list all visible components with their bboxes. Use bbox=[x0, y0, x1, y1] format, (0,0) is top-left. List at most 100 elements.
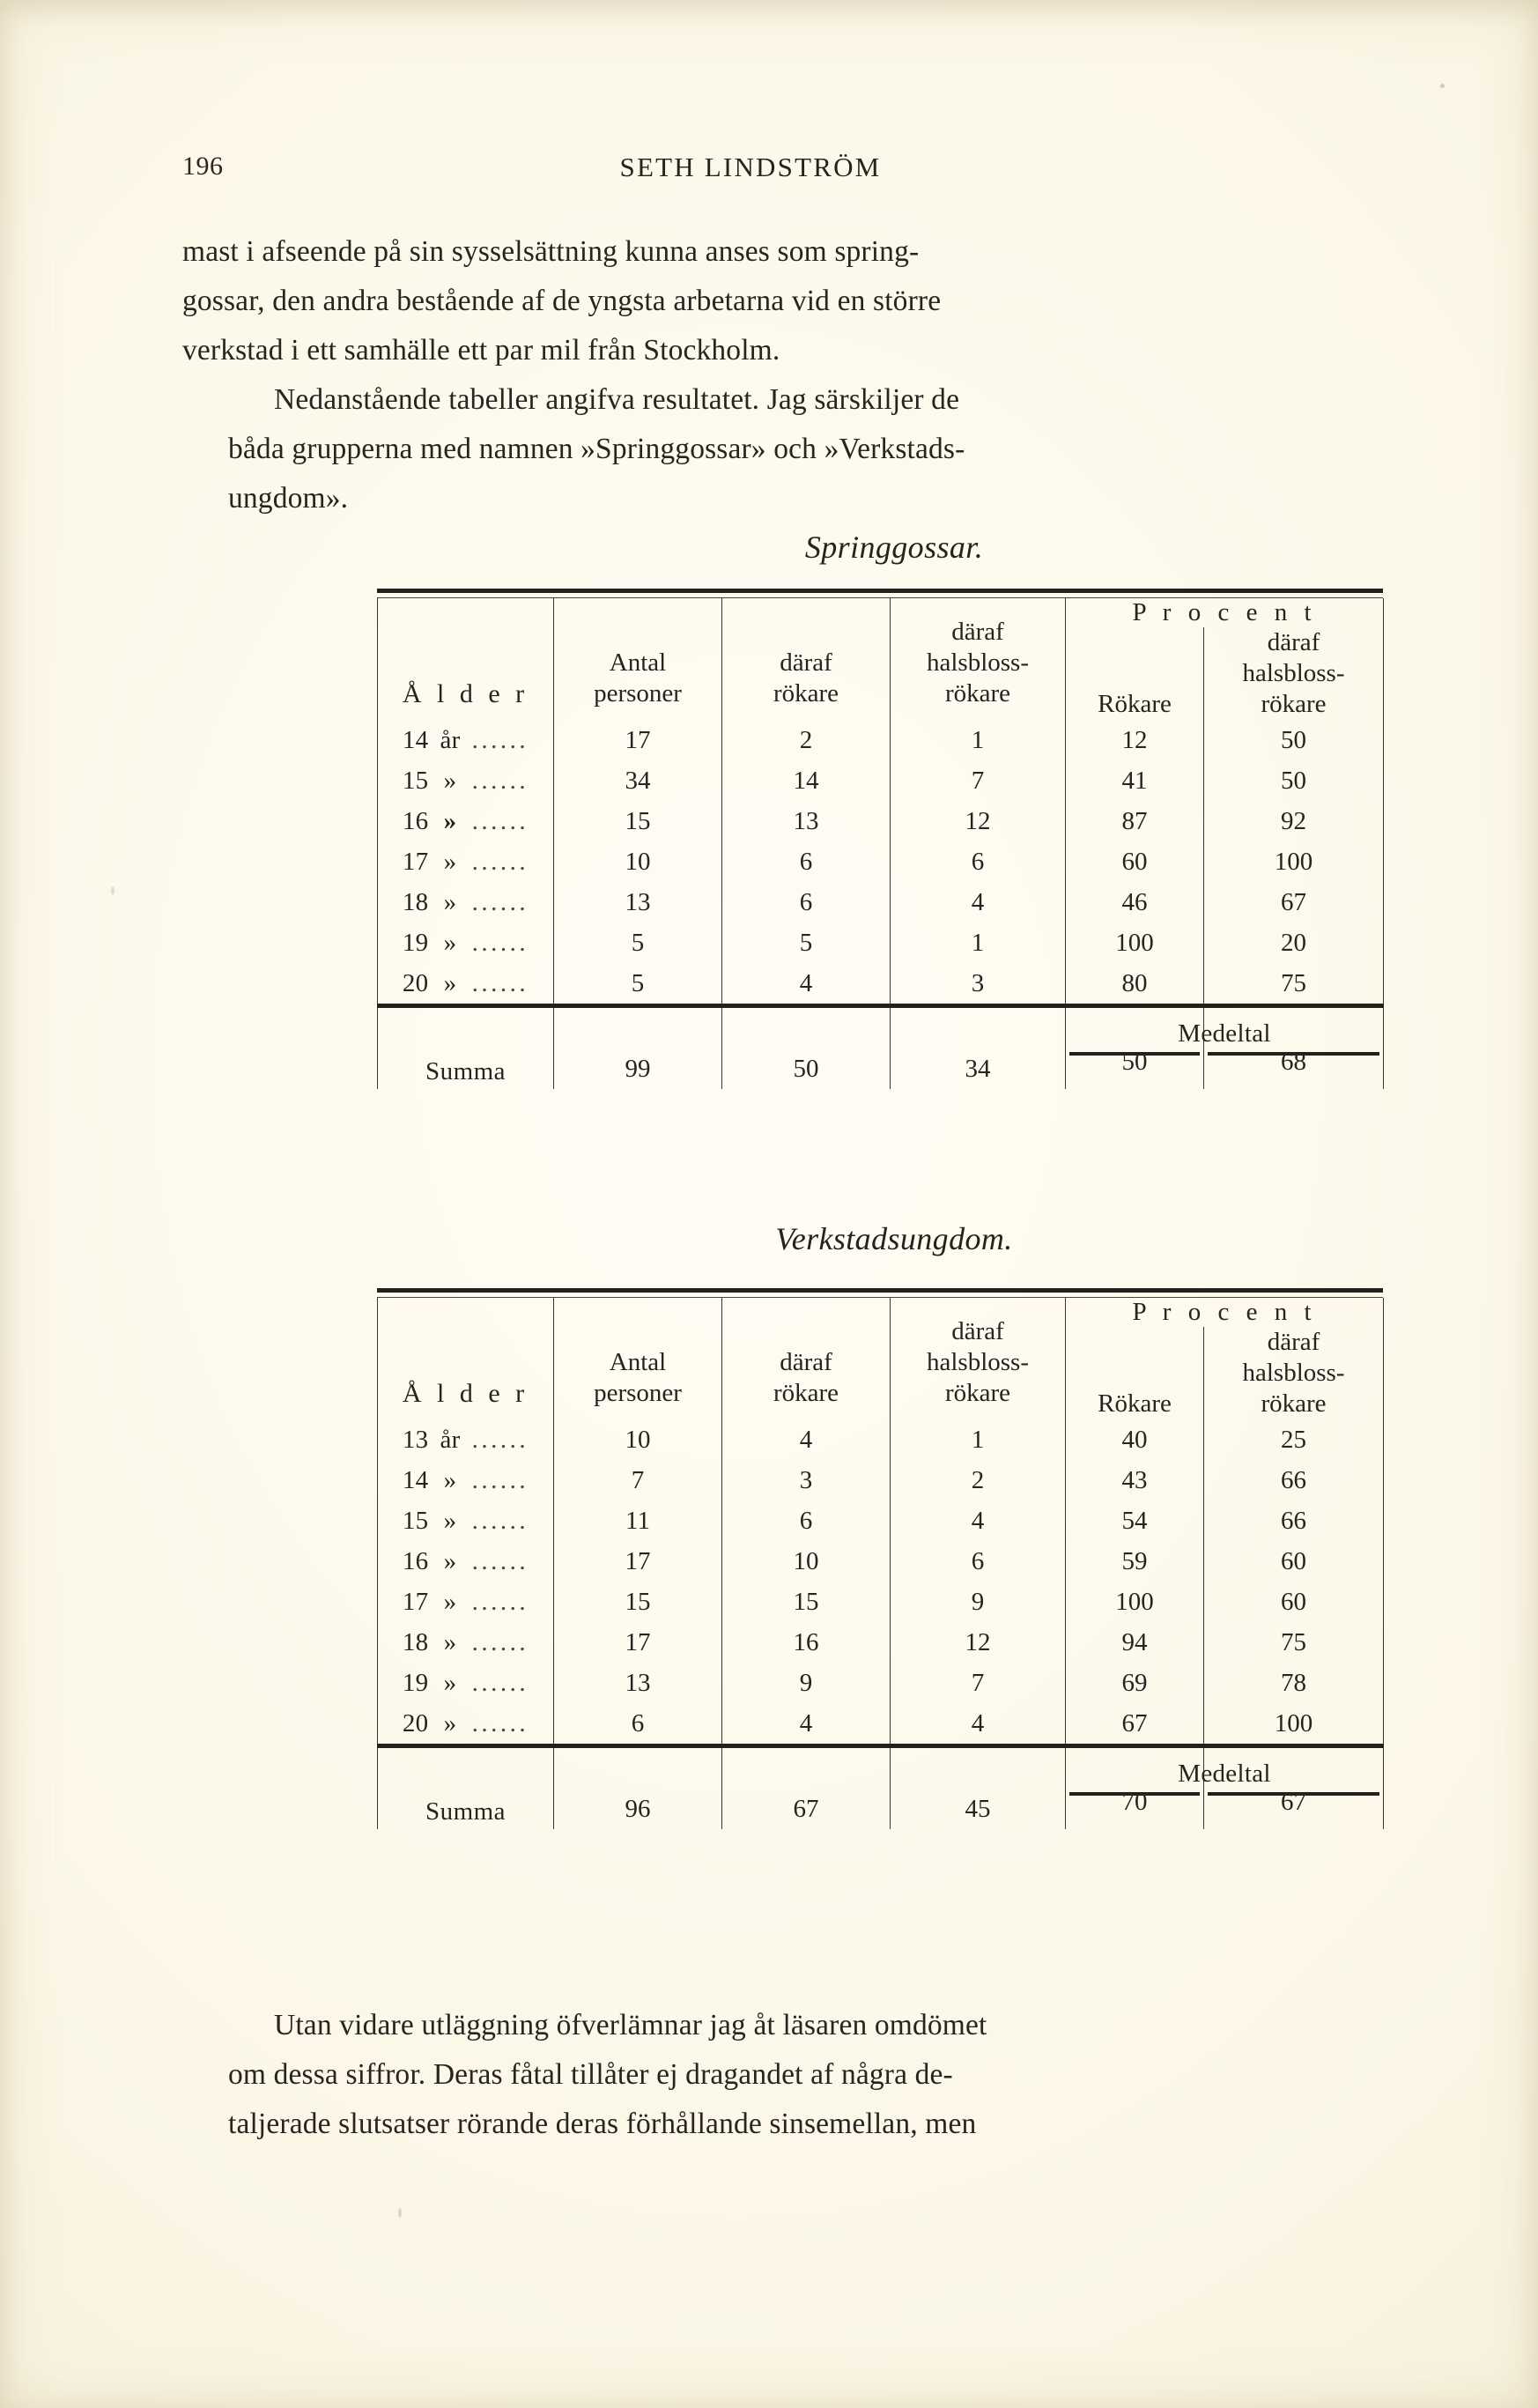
cell-percent-smokers: 12 bbox=[1065, 720, 1204, 760]
table-row: 15 » ...... 34 14 7 41 50 bbox=[377, 760, 1385, 801]
cell-age-value: 18 bbox=[402, 888, 429, 916]
cell-percent-throat: 75 bbox=[1202, 1622, 1385, 1663]
cell-age: 15 » ...... bbox=[377, 1500, 554, 1541]
medeltal-block: Medeltal 70 bbox=[1066, 1748, 1270, 1829]
column-header-percent-throat-line3: rökare bbox=[1261, 690, 1327, 718]
cell-percent-throat: 66 bbox=[1202, 1460, 1385, 1500]
cell-throat-smokers: 6 bbox=[890, 1541, 1066, 1582]
paragraph-top: mast i afseende på sin sysselsättning ku… bbox=[182, 227, 1380, 523]
table-row: 17 » ...... 10 6 6 60 100 bbox=[377, 841, 1385, 882]
summa-percent-throat: 68 bbox=[1202, 1008, 1385, 1089]
summa-throat-smokers: 34 bbox=[890, 1008, 1066, 1089]
column-header-count-line2: personer bbox=[594, 1379, 682, 1407]
column-header-throat-line1: däraf bbox=[951, 618, 1004, 646]
cell-age-value: 16 bbox=[402, 807, 429, 835]
table-verkstadsungdom-wrapper: Å l d e r Antal personer däraf rökare dä… bbox=[377, 1288, 1385, 1829]
cell-age-unit: » bbox=[443, 888, 457, 916]
cell-percent-throat: 100 bbox=[1202, 841, 1385, 882]
text-line-content: gossar, den andra bestående af de yngsta… bbox=[182, 285, 942, 317]
cell-throat-smokers: 4 bbox=[890, 1703, 1066, 1746]
paragraph-top-part1: mast i afseende på sin sysselsättning ku… bbox=[182, 227, 1380, 375]
column-header-percent-smokers: Rökare bbox=[1065, 1327, 1204, 1419]
table-summa-row: Summa 96 67 45 Medeltal 70 67 bbox=[377, 1748, 1385, 1829]
column-header-throat-line2: halsbloss- bbox=[927, 1348, 1029, 1376]
cell-age-value: 19 bbox=[402, 929, 429, 957]
leader-dots: ...... bbox=[471, 1709, 529, 1737]
cell-age: 19 » ...... bbox=[377, 1663, 554, 1703]
column-header-count-line1: Antal bbox=[609, 1348, 667, 1376]
table-head: Å l d e r Antal personer däraf rökare dä… bbox=[377, 1298, 1385, 1419]
cell-age-value: 14 bbox=[402, 726, 429, 754]
cell-count: 34 bbox=[553, 760, 722, 801]
column-header-smokers: däraf rökare bbox=[721, 1298, 891, 1419]
text-line-content: om dessa siffror. Deras fåtal tillåter e… bbox=[228, 2058, 953, 2091]
cell-age: 17 » ...... bbox=[377, 1582, 554, 1622]
leader-dots: ...... bbox=[471, 726, 529, 754]
cell-age-unit: » bbox=[443, 848, 457, 876]
column-header-percent-group: P r o c e n t bbox=[1064, 1298, 1385, 1327]
cell-percent-throat: 78 bbox=[1202, 1663, 1385, 1703]
cell-percent-throat: 66 bbox=[1202, 1500, 1385, 1541]
text-line-content: taljerade slutsatser rörande deras förhå… bbox=[228, 2108, 977, 2140]
cell-age: 19 » ...... bbox=[377, 922, 554, 963]
table-summa-row: Summa 99 50 34 Medeltal 50 68 bbox=[377, 1008, 1385, 1089]
table-top-rule bbox=[377, 589, 1383, 598]
text-line: om dessa siffror. Deras fåtal tillåter e… bbox=[182, 2050, 1380, 2100]
cell-age-unit: » bbox=[443, 929, 457, 957]
table-row: 15 » ...... 11 6 4 54 66 bbox=[377, 1500, 1385, 1541]
cell-smokers: 15 bbox=[721, 1582, 891, 1622]
text-line-content: båda grupperna med namnen »Springgossar»… bbox=[228, 433, 965, 465]
cell-age-value: 17 bbox=[402, 1588, 429, 1616]
cell-age-unit: » bbox=[443, 1628, 457, 1656]
leader-dots: ...... bbox=[471, 1628, 529, 1656]
text-line-content: Nedanstående tabeller angifva resultatet… bbox=[274, 383, 960, 416]
table-row: 19 » ...... 5 5 1 100 20 bbox=[377, 922, 1385, 963]
cell-age-unit: år bbox=[440, 726, 461, 754]
cell-age-value: 18 bbox=[402, 1628, 429, 1656]
column-header-smokers: däraf rökare bbox=[721, 598, 891, 720]
cell-count: 17 bbox=[553, 1541, 722, 1582]
leader-dots: ...... bbox=[471, 1588, 529, 1616]
column-header-count: Antal personer bbox=[553, 1298, 722, 1419]
column-header-count-line1: Antal bbox=[609, 648, 667, 677]
text-line: ungdom». bbox=[182, 474, 1380, 523]
cell-count: 10 bbox=[553, 1419, 722, 1460]
cell-age-unit: » bbox=[443, 767, 457, 795]
cell-percent-smokers: 94 bbox=[1065, 1622, 1204, 1663]
cell-smokers: 4 bbox=[721, 963, 891, 1006]
medeltal-block: 67 bbox=[1204, 1748, 1383, 1829]
column-header-age: Å l d e r bbox=[377, 1298, 554, 1419]
leader-dots: ...... bbox=[471, 969, 529, 997]
column-header-throat-line3: rökare bbox=[944, 1379, 1011, 1407]
cell-count: 10 bbox=[553, 841, 722, 882]
column-header-count: Antal personer bbox=[553, 598, 722, 720]
cell-count: 6 bbox=[553, 1703, 722, 1746]
cell-percent-smokers: 67 bbox=[1065, 1703, 1204, 1746]
cell-age-value: 15 bbox=[402, 1507, 429, 1535]
cell-age-value: 17 bbox=[402, 848, 429, 876]
medeltal-block: 68 bbox=[1204, 1008, 1383, 1089]
leader-dots: ...... bbox=[471, 888, 529, 916]
text-line-content: verkstad i ett samhälle ett par mil från… bbox=[182, 334, 780, 367]
summa-label: Summa bbox=[377, 1748, 554, 1829]
cell-age-unit: » bbox=[443, 1507, 457, 1535]
medeltal-block: Medeltal 50 bbox=[1066, 1008, 1270, 1089]
cell-count: 15 bbox=[553, 801, 722, 841]
cell-count: 5 bbox=[553, 963, 722, 1006]
column-header-percent-throat-line1: däraf bbox=[1267, 1328, 1320, 1356]
summa-percent-throat: 67 bbox=[1202, 1748, 1385, 1829]
column-header-smokers-line2: rökare bbox=[773, 1379, 839, 1407]
cell-percent-smokers: 80 bbox=[1065, 963, 1204, 1006]
cell-percent-throat: 60 bbox=[1202, 1582, 1385, 1622]
cell-throat-smokers: 4 bbox=[890, 1500, 1066, 1541]
cell-age-unit: » bbox=[443, 1709, 457, 1737]
table-row: 14 » ...... 7 3 2 43 66 bbox=[377, 1460, 1385, 1500]
table-body: 13 år ...... 10 4 1 40 25 14 » ...... 7 3 2 43 66 15… bbox=[377, 1419, 1385, 1829]
summa-percent-throat-value: 68 bbox=[1281, 1048, 1306, 1076]
cell-percent-smokers: 46 bbox=[1065, 882, 1204, 922]
paragraph-bottom: Utan vidare utläggning öfverlämnar jag å… bbox=[182, 2001, 1380, 2149]
summa-percent-smokers-value: 50 bbox=[1121, 1048, 1148, 1076]
table-row: 14 år ...... 17 2 1 12 50 bbox=[377, 720, 1385, 760]
cell-percent-throat: 20 bbox=[1202, 922, 1385, 963]
